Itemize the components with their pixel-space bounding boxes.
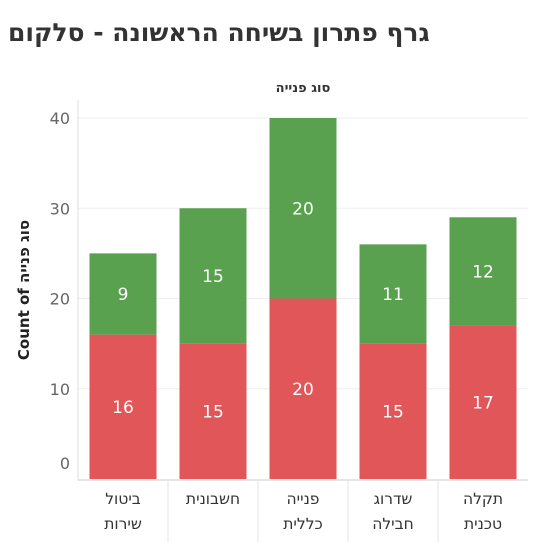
x-tick-label: חשבונית <box>186 490 240 508</box>
bar-value-label: 15 <box>202 402 224 422</box>
x-tick-label: שדרוג <box>374 490 413 508</box>
page-title: גרף פתרון בשיחה הראשונה - סלקום <box>8 18 430 47</box>
bar-value-label: 15 <box>382 402 404 422</box>
y-tick-label: 40 <box>50 109 70 128</box>
bar-value-label: 15 <box>202 267 224 287</box>
bar-value-label: 9 <box>118 285 129 305</box>
bar-segment <box>449 217 517 326</box>
bar-value-label: 20 <box>292 199 314 219</box>
y-tick-label: 20 <box>50 290 70 309</box>
column-header: סוג פנייה <box>276 81 331 96</box>
y-axis-title: Count of סוג פנייה <box>15 220 33 360</box>
bar-segment <box>179 343 247 479</box>
bar-segment <box>359 244 427 344</box>
bar-value-label: 12 <box>472 262 494 282</box>
x-tick-label: תקלה <box>463 490 503 508</box>
bar-value-label: 17 <box>472 393 494 413</box>
y-axis: 0 10 20 30 40 <box>50 100 79 480</box>
x-tick-label: שירות <box>104 515 142 533</box>
bar-segment <box>269 298 337 479</box>
bar-segment <box>449 325 517 479</box>
bar-segment <box>269 118 337 299</box>
y-tick-label: 10 <box>50 380 70 399</box>
bar-segment <box>89 334 157 479</box>
x-tick-label: חבילה <box>372 515 414 533</box>
x-tick-label: כללית <box>283 515 322 533</box>
y-tick-label: 30 <box>50 199 70 218</box>
x-axis: ביטול שירות חשבונית פנייה כללית שדרוג חבילה תקל… <box>78 479 528 542</box>
bar-segment <box>89 253 157 335</box>
x-tick-label: ביטול <box>105 490 141 508</box>
bar-value-label: 20 <box>292 380 314 400</box>
bar-segment <box>179 208 247 344</box>
bar-segment <box>359 343 427 479</box>
bar-value-label: 11 <box>382 285 404 305</box>
bar-value-label: 16 <box>112 398 134 418</box>
bars: 16 9 15 15 20 20 15 11 17 12 <box>89 118 517 479</box>
y-tick-label: 0 <box>60 454 70 473</box>
x-tick-label: פנייה <box>287 490 320 508</box>
x-tick-label: טכנית <box>464 515 502 533</box>
